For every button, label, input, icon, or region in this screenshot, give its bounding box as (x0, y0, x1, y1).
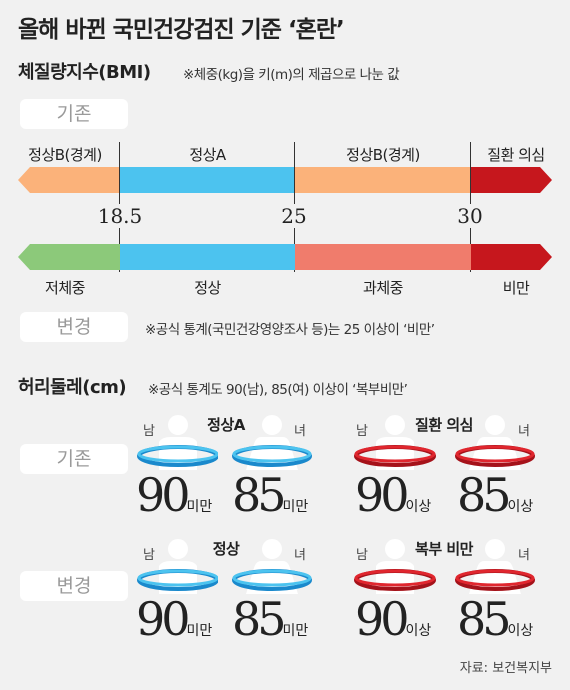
waist-number: 90 (355, 592, 410, 646)
bmi-note: ※체중(kg)을 키(m)의 제곱으로 나눈 값 (183, 67, 400, 83)
waist-number: 85 (232, 592, 287, 646)
male-waist-value: 90이상 (355, 472, 431, 518)
old-segment-orange-2 (295, 167, 471, 193)
female-figure-icon (232, 539, 312, 594)
source-credit: 자료: 보건복지부 (459, 661, 552, 676)
tick-label: 25 (272, 204, 316, 228)
old-segment-label: 정상B(경계) (28, 146, 102, 164)
waist-category: 복부 비만 (415, 540, 473, 558)
tick-label: 18.5 (90, 204, 150, 228)
waist-old-label: 기존 (20, 444, 128, 474)
female-waist-value: 85미만 (232, 472, 308, 518)
male-waist-value: 90이상 (355, 596, 431, 642)
female-figure-icon (455, 539, 535, 594)
female-waist-value: 85이상 (457, 596, 533, 642)
male-figure-icon (137, 539, 218, 594)
new-segment-green (18, 244, 120, 270)
waist-suffix: 미만 (282, 623, 309, 639)
waist-new-label: 변경 (20, 571, 128, 601)
waist-number: 85 (457, 592, 512, 646)
waist-suffix: 이상 (405, 623, 432, 639)
female-label: 녀 (294, 548, 306, 563)
waist-suffix: 미만 (186, 499, 213, 515)
bmi-new-label: 변경 (20, 312, 128, 342)
waist-suffix: 이상 (507, 623, 534, 639)
tick-label: 30 (448, 204, 492, 228)
male-waist-value: 90미만 (136, 472, 212, 518)
waist-number: 85 (232, 468, 287, 522)
waist-category: 정상 (212, 540, 240, 558)
new-segment-label: 정상 (194, 279, 221, 297)
male-label: 남 (356, 424, 368, 439)
bmi-new-bar (18, 244, 552, 270)
female-label: 녀 (294, 424, 306, 439)
waist-number: 90 (136, 468, 191, 522)
female-figure-icon (455, 415, 535, 470)
waist-number: 90 (355, 468, 410, 522)
old-segment-orange-1 (18, 167, 120, 193)
male-figure-icon (137, 415, 218, 470)
new-segment-label: 과체중 (363, 279, 403, 297)
old-segment-darkred (471, 167, 552, 193)
waist-heading: 허리둘레(cm) (18, 377, 127, 398)
old-segment-label: 정상A (189, 146, 226, 164)
bmi-heading: 체질량지수(BMI) (18, 62, 151, 83)
bmi-old-bar (18, 167, 552, 193)
male-figure-icon (354, 415, 436, 470)
male-label: 남 (143, 548, 155, 563)
waist-category: 질환 의심 (415, 416, 473, 434)
waist-number: 85 (457, 468, 512, 522)
old-segment-blue (120, 167, 295, 193)
new-segment-label: 비만 (502, 279, 530, 297)
new-segment-darkred (471, 244, 552, 270)
male-waist-value: 90미만 (136, 596, 212, 642)
new-segment-blue (120, 244, 295, 270)
page-title: 올해 바뀐 국민건강검진 기준 ‘혼란’ (18, 17, 345, 43)
male-label: 남 (143, 424, 155, 439)
waist-category: 정상A (207, 416, 245, 434)
male-figure-icon (354, 539, 436, 594)
waist-number: 90 (136, 592, 191, 646)
bmi-new-note: ※공식 통계(국민건강영양조사 등)는 25 이상이 ‘비만’ (145, 322, 435, 338)
new-segment-salmon (295, 244, 471, 270)
male-label: 남 (356, 548, 368, 563)
female-label: 녀 (518, 548, 530, 563)
new-segment-label: 저체중 (45, 279, 85, 297)
waist-suffix: 이상 (405, 499, 432, 515)
female-figure-icon (232, 415, 312, 470)
female-waist-value: 85미만 (232, 596, 308, 642)
bmi-old-label: 기존 (20, 99, 128, 129)
old-segment-label: 정상B(경계) (346, 146, 420, 164)
female-waist-value: 85이상 (457, 472, 533, 518)
waist-suffix: 미만 (282, 499, 309, 515)
waist-note: ※공식 통계도 90(남), 85(여) 이상이 ‘복부비만’ (148, 382, 408, 398)
female-label: 녀 (518, 424, 530, 439)
old-segment-label: 질환 의심 (487, 146, 545, 164)
waist-suffix: 이상 (507, 499, 534, 515)
waist-suffix: 미만 (186, 623, 213, 639)
